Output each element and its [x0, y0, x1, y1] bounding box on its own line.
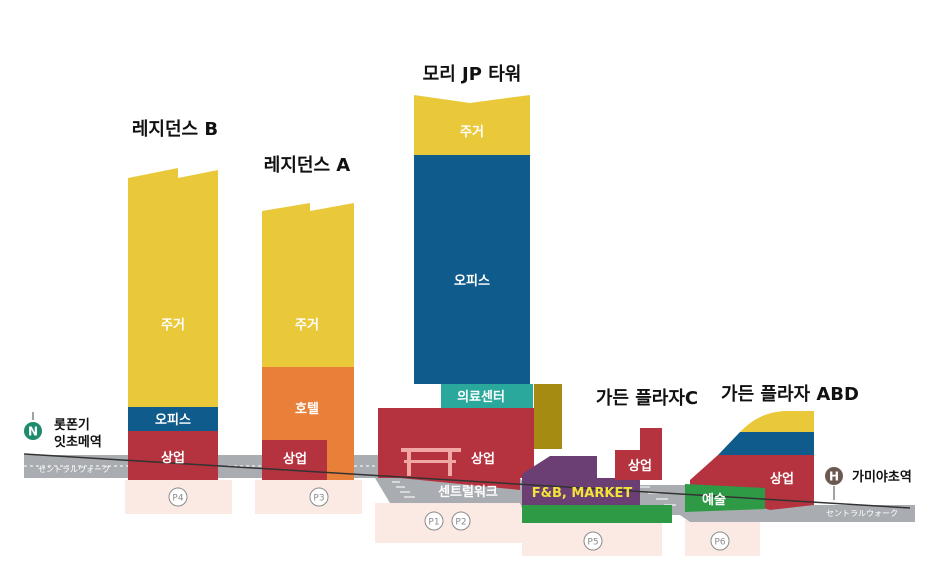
residence-b-commercial-label: 상업 — [161, 451, 185, 466]
parking-p5-label: P5 — [587, 538, 598, 548]
garden-plaza-abd-art-label: 예술 — [702, 492, 726, 508]
mori-tower-commercial-label: 상업 — [471, 452, 495, 467]
mori-tower-title: 모리 JP 타워 — [423, 63, 522, 85]
fnb-market-block — [522, 456, 640, 505]
parking-p2-label: P2 — [455, 518, 466, 528]
residence-b-office — [128, 407, 218, 431]
garden-plaza-c-commercial — [615, 428, 662, 480]
parking-p3-label: P3 — [313, 494, 324, 504]
mori-tower-medical-label: 의료센터 — [457, 389, 505, 405]
residence-a-residential-label: 주거 — [295, 318, 319, 333]
underground-green-strip — [522, 505, 672, 523]
residence-a-residential — [262, 203, 354, 367]
residence-b — [128, 168, 218, 480]
mori-tower-olive-block — [534, 384, 562, 449]
parking-badge-p6: P6 — [710, 531, 730, 551]
residence-a-commercial — [262, 440, 327, 480]
garden-plaza-abd-art — [685, 484, 765, 512]
garden-plaza-c-commercial-label: 상업 — [628, 459, 652, 474]
parking-p4-label: P4 — [172, 494, 183, 504]
parking-zone-p1-p2 — [375, 503, 522, 543]
walkway-right-label: セントラルウォーク — [826, 509, 898, 518]
residence-a-title: 레지던스 A — [264, 155, 351, 176]
residence-a-commercial-label: 상업 — [283, 452, 307, 467]
parking-badge-p5: P5 — [583, 531, 603, 551]
gate-icon — [401, 448, 461, 476]
residence-a-hotel-label: 호텔 — [295, 402, 319, 417]
station-badge-n: N — [28, 425, 38, 439]
mori-tower-medical — [441, 384, 533, 408]
station-badge-h: H — [829, 470, 839, 484]
garden-plaza-abd-commercial — [690, 455, 814, 510]
residence-b-commercial — [128, 431, 218, 480]
central-walk-label: 센트럴워크 — [438, 484, 498, 500]
garden-plaza-abd — [685, 411, 814, 512]
fnb-market-label: F&B, MARKET — [532, 486, 633, 501]
parking-p6-label: P6 — [714, 538, 725, 548]
station-left: N 롯폰기 잇초메역 — [22, 412, 102, 450]
garden-plaza-abd-title: 가든 플라자 ABD — [721, 384, 859, 405]
station-left-line2: 잇초메역 — [54, 434, 102, 450]
garden-plaza-c-title: 가든 플라자C — [596, 388, 698, 409]
station-right: H 가미야초역 — [823, 465, 912, 500]
parking-badge-p3: P3 — [309, 487, 329, 507]
parking-p1-label: P1 — [428, 518, 439, 528]
ground-section-line — [23, 453, 911, 509]
garden-plaza-abd-residential — [740, 411, 814, 432]
mori-tower-office-label: 오피스 — [454, 274, 490, 289]
mori-tower-office — [414, 155, 530, 384]
residence-b-residential-label: 주거 — [161, 318, 185, 333]
mori-tower-residential-label: 주거 — [460, 125, 484, 140]
garden-plaza-abd-office — [718, 432, 814, 455]
walkway-left-label: セントラルウォーク — [38, 465, 110, 474]
station-left-line1: 롯폰기 — [54, 418, 90, 433]
mori-jp-tower — [378, 95, 562, 490]
residence-a — [262, 203, 354, 480]
mori-tower-residential — [414, 95, 530, 155]
parking-zone-p3 — [255, 480, 362, 514]
garden-plaza-c — [615, 428, 662, 480]
station-badge-n-icon — [22, 420, 44, 442]
residence-b-office-label: 오피스 — [155, 413, 191, 428]
station-right-name: 가미야초역 — [852, 469, 912, 485]
parking-badge-p2: P2 — [451, 511, 471, 531]
residence-b-title: 레지던스 B — [132, 119, 218, 140]
parking-badge-p4: P4 — [168, 487, 188, 507]
garden-plaza-abd-commercial-label: 상업 — [770, 472, 794, 487]
residence-b-residential — [128, 168, 218, 407]
parking-badge-p1: P1 — [424, 511, 444, 531]
